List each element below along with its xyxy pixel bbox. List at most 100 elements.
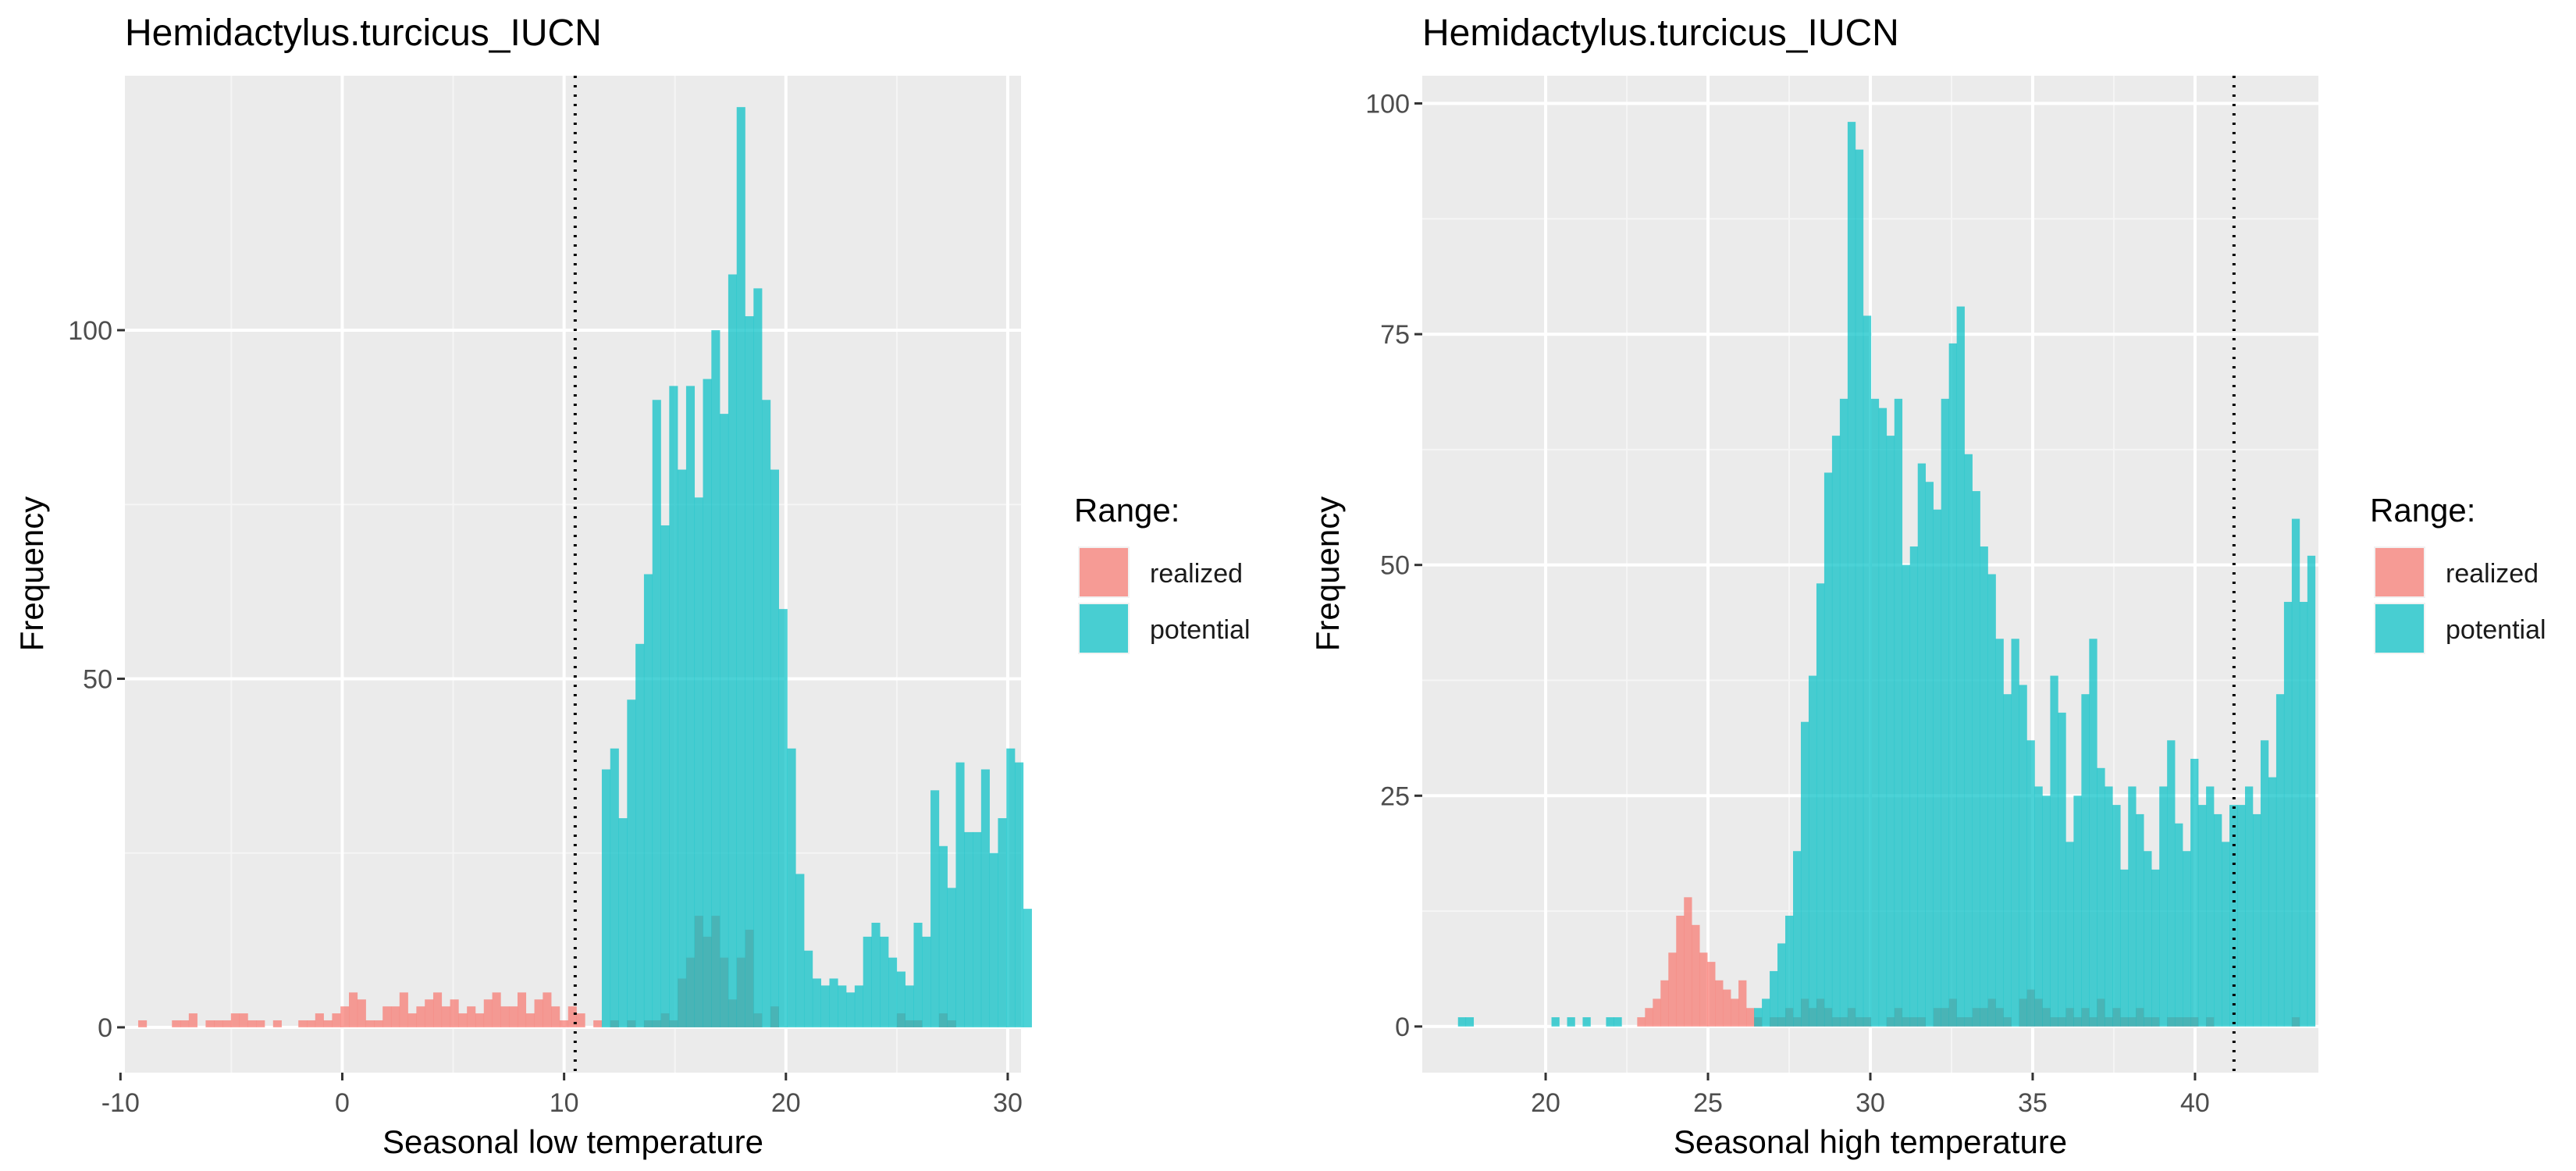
bar-realized <box>407 1013 417 1027</box>
bar-realized <box>483 999 493 1027</box>
bar-potential <box>930 790 940 1027</box>
bar-potential <box>1878 408 1888 1027</box>
bar-potential <box>762 400 771 1027</box>
bar-realized <box>390 1006 400 1027</box>
bar-potential <box>728 274 738 1027</box>
bar-realized <box>543 992 552 1027</box>
bar-potential <box>2167 740 2176 1027</box>
bar-realized <box>458 1013 468 1027</box>
chart-title: Hemidactylus.turcicus_IUCN <box>1422 12 1899 54</box>
bar-potential <box>2291 518 2300 1027</box>
y-tick-label: 75 <box>1380 320 1410 350</box>
bar-potential <box>2229 805 2238 1027</box>
bar-potential <box>2011 639 2019 1027</box>
bar-potential <box>1933 509 1941 1027</box>
bar-potential <box>720 414 729 1027</box>
bar-potential <box>1777 943 1786 1027</box>
bar-realized <box>1645 1008 1653 1027</box>
bar-potential <box>736 107 745 1027</box>
bar-potential <box>1831 436 1841 1027</box>
bar-potential <box>2136 813 2144 1027</box>
bar-potential <box>2198 805 2207 1027</box>
bar-potential <box>2252 813 2261 1027</box>
y-tick-label: 0 <box>98 1013 112 1043</box>
bar-potential <box>1980 546 1988 1027</box>
bar-potential <box>804 950 813 1027</box>
legend-label-realized: realized <box>1150 559 1243 589</box>
legend-label-potential: potential <box>1150 615 1251 645</box>
x-axis-label: Seasonal low temperature <box>382 1123 763 1160</box>
bar-potential <box>1964 454 1973 1027</box>
bar-potential <box>1894 398 1903 1027</box>
bar-realized <box>256 1020 265 1027</box>
bar-potential <box>1006 748 1016 1027</box>
bar-potential <box>2159 786 2168 1027</box>
bar-potential <box>660 525 670 1027</box>
bar-potential <box>2120 869 2129 1027</box>
bar-potential <box>601 769 611 1027</box>
bar-potential <box>2190 758 2199 1027</box>
bar-potential <box>1823 472 1833 1027</box>
panel-right: Hemidactylus.turcicus_IUCN 0 25 50 75 100 20… <box>1309 12 2546 1160</box>
bar-potential <box>2206 786 2215 1027</box>
bar-potential <box>1808 675 1817 1027</box>
y-axis-ticks: 0 50 100 <box>68 316 125 1043</box>
x-tick-label: -10 <box>101 1088 140 1118</box>
bar-realized <box>205 1020 215 1027</box>
x-tick-label: 0 <box>335 1088 350 1118</box>
bar-realized <box>323 1020 333 1027</box>
bar-realized <box>332 1013 341 1027</box>
bar-potential <box>2042 795 2051 1027</box>
bar-potential <box>2260 740 2269 1027</box>
bar-potential <box>1941 398 1949 1027</box>
bar-potential <box>998 818 1007 1027</box>
bar-potential <box>1770 970 1778 1027</box>
bar-potential <box>854 985 863 1027</box>
bar-realized <box>247 1020 257 1027</box>
bar-potential <box>669 386 678 1027</box>
bar-realized <box>1684 897 1692 1027</box>
bar-realized <box>214 1020 223 1027</box>
bar-realized <box>1715 980 1724 1027</box>
bar-potential <box>838 985 847 1027</box>
bar-realized <box>1692 924 1700 1027</box>
bar-realized <box>517 992 527 1027</box>
bar-potential <box>1925 482 1934 1027</box>
bar-potential <box>2128 786 2137 1027</box>
bar-realized <box>568 1006 577 1027</box>
bar-potential <box>1614 1017 1622 1027</box>
bar-potential <box>778 609 788 1027</box>
x-tick-label: 30 <box>993 1088 1023 1118</box>
bar-potential <box>1917 463 1927 1027</box>
bar-potential <box>1800 721 1809 1027</box>
bar-realized <box>399 992 408 1027</box>
y-axis-label: Frequency <box>13 497 50 651</box>
legend-title: Range: <box>2370 492 2475 529</box>
chart-title: Hemidactylus.turcicus_IUCN <box>125 12 602 54</box>
bar-potential <box>938 845 948 1027</box>
x-tick-label: 35 <box>2018 1088 2048 1118</box>
bar-realized <box>357 999 366 1027</box>
bar-potential <box>2097 767 2105 1027</box>
x-tick-label: 10 <box>550 1088 579 1118</box>
x-axis-label: Seasonal high temperature <box>1674 1123 2067 1160</box>
bar-potential <box>964 831 973 1027</box>
bar-potential <box>795 874 805 1027</box>
bar-potential <box>694 497 703 1027</box>
bar-realized <box>416 1006 425 1027</box>
bar-potential <box>685 386 696 1027</box>
bar-potential <box>711 329 720 1027</box>
bar-potential <box>1457 1017 1467 1027</box>
bar-potential <box>820 985 830 1027</box>
bar-potential <box>888 957 898 1027</box>
bar-potential <box>947 888 956 1027</box>
bar-potential <box>2275 694 2285 1027</box>
bar-potential <box>1015 762 1024 1027</box>
bar-realized <box>188 1013 197 1027</box>
bar-realized <box>475 1013 485 1027</box>
bar-potential <box>2089 639 2097 1027</box>
y-tick-label: 0 <box>1395 1013 1410 1042</box>
bar-potential <box>1956 306 1965 1027</box>
legend-swatch-potential <box>1080 604 1128 653</box>
